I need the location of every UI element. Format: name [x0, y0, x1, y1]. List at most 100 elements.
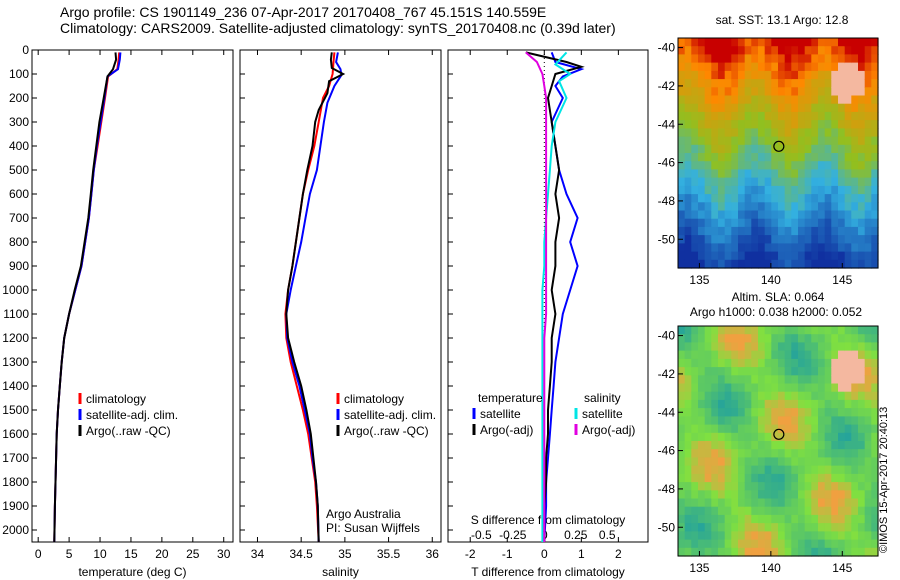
- sst-map-cell: [824, 226, 832, 236]
- sla-map-cell: [824, 514, 832, 524]
- sla-map-cell: [698, 367, 706, 376]
- sst-map-cell: [704, 202, 712, 212]
- sst-map-cell: [831, 251, 839, 261]
- sla-map-cell: [804, 539, 812, 549]
- sst-map-cell: [738, 185, 746, 195]
- sla-map-cell: [804, 531, 812, 541]
- sst-map-cell: [738, 243, 746, 253]
- sst-map-cell: [771, 103, 779, 113]
- sst-map-cell: [824, 144, 832, 154]
- sla-map-cell: [738, 326, 746, 335]
- sst-map-cell: [791, 128, 799, 138]
- sla-map-cell: [791, 441, 799, 450]
- sla-map-cell: [791, 350, 799, 360]
- sst-map-cell: [684, 79, 692, 88]
- sst-map-cell: [871, 87, 879, 97]
- sla-map-cell: [704, 490, 712, 500]
- sla-map-cell: [798, 350, 806, 360]
- sst-map-cell: [858, 38, 866, 47]
- sla-map-cell: [691, 326, 699, 335]
- sst-map-cell: [764, 70, 772, 80]
- sla-map-cell: [811, 506, 819, 516]
- sla-map-cell: [804, 416, 812, 426]
- sla-map-cell: [751, 514, 759, 524]
- sst-map-cell: [684, 235, 692, 244]
- sst-map-cell: [751, 218, 759, 228]
- sla-map-cell: [704, 457, 712, 467]
- sst-map-cell: [851, 185, 859, 195]
- sla-map-cell: [818, 547, 826, 557]
- sst-map-cell: [764, 111, 772, 121]
- sla-map-cell: [778, 358, 786, 368]
- sla-map-cell: [724, 424, 732, 434]
- sst-map-cell: [851, 194, 859, 203]
- sla-map-cell: [804, 383, 812, 393]
- sst-map-cell: [824, 111, 832, 121]
- sla-map-cell: [704, 399, 712, 409]
- sla-map-cell: [858, 334, 866, 343]
- sst-map-cell: [871, 128, 879, 138]
- sst-map-cell: [838, 136, 846, 146]
- sla-map-cell: [751, 465, 759, 475]
- sst-map-cell: [691, 103, 699, 113]
- sla-map-cell: [718, 531, 726, 541]
- sla-map-cell: [771, 367, 779, 376]
- sla-map-cell: [844, 358, 852, 368]
- sst-map-cell: [751, 153, 759, 162]
- sla-map-cell: [818, 523, 826, 532]
- sla-map-cell: [811, 416, 819, 426]
- sst-map-cell: [691, 120, 699, 129]
- sla-map-cell: [738, 424, 746, 434]
- sla-map-cell: [758, 441, 766, 450]
- sst-map-cell: [811, 259, 819, 269]
- sla-map-cell: [824, 416, 832, 426]
- sst-map-cell: [804, 62, 812, 72]
- sst-map-cell: [771, 153, 779, 162]
- sst-map-cell: [804, 235, 812, 244]
- sst-map-cell: [824, 194, 832, 203]
- sst-map-cell: [778, 226, 786, 236]
- sst-map-cell: [824, 46, 832, 55]
- sst-map-cell: [804, 185, 812, 195]
- sla-map-cell: [751, 375, 759, 385]
- sst-map-cell: [691, 218, 699, 228]
- sst-map-cell: [871, 202, 879, 212]
- sst-map-cell: [724, 95, 732, 105]
- sla-map-cell: [844, 399, 852, 409]
- sla-map-cell: [784, 547, 792, 557]
- sst-map-cell: [744, 87, 752, 97]
- depth-tick-label: 1300: [2, 355, 29, 369]
- sla-map-cell: [791, 432, 799, 442]
- sla-map-cell: [811, 399, 819, 409]
- sst-map-cell: [758, 128, 766, 138]
- sla-map-cell: [818, 449, 826, 458]
- sst-map-cell: [858, 161, 866, 170]
- sst-map-cell: [738, 38, 746, 47]
- sla-map-cell: [818, 424, 826, 434]
- sst-map-cell: [818, 202, 826, 212]
- sla-map-cell: [864, 424, 872, 434]
- sst-map-cell: [758, 136, 766, 146]
- sst-map-cell: [798, 153, 806, 162]
- sla-map-cell: [704, 498, 712, 508]
- sst-map-cell: [831, 128, 839, 138]
- sst-map-cell: [731, 87, 739, 97]
- sla-map-cell: [778, 391, 786, 401]
- sst-map-cell: [784, 38, 792, 47]
- sst-map-cell: [744, 153, 752, 162]
- sla-map-cell: [804, 547, 812, 557]
- sst-map-cell: [711, 38, 719, 47]
- sla-map-cell: [858, 547, 866, 557]
- sla-map-cell: [678, 465, 686, 475]
- sla-map-cell: [711, 408, 719, 417]
- sst-map-cell: [771, 38, 779, 47]
- sla-map-cell: [784, 523, 792, 532]
- sst-map-cell: [851, 87, 859, 97]
- sst-map-cell: [744, 46, 752, 55]
- sst-map-cell: [844, 235, 852, 244]
- sla-map-cell: [871, 326, 879, 335]
- sst-map-cell: [858, 103, 866, 113]
- sla-map-cell: [744, 465, 752, 475]
- depth-tick-label: 900: [9, 259, 29, 273]
- sst-map-cell: [811, 62, 819, 72]
